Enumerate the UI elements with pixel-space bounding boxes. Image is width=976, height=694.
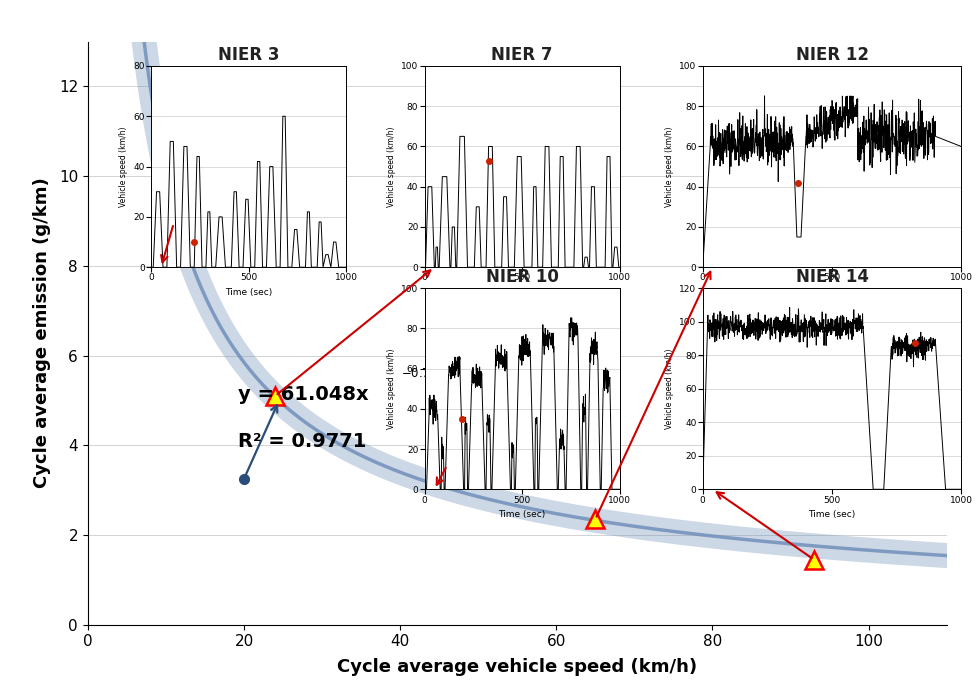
Y-axis label: Vehicle speed (km/h): Vehicle speed (km/h) — [386, 348, 395, 429]
Y-axis label: Cycle average emission (g/km): Cycle average emission (g/km) — [32, 178, 51, 489]
Text: $^{-0.783}$: $^{-0.783}$ — [401, 369, 445, 387]
Y-axis label: Vehicle speed (km/h): Vehicle speed (km/h) — [386, 126, 395, 207]
X-axis label: Time (sec): Time (sec) — [808, 288, 856, 297]
Title: NIER 14: NIER 14 — [795, 269, 869, 287]
Title: NIER 10: NIER 10 — [486, 269, 558, 287]
Y-axis label: Vehicle speed (km/h): Vehicle speed (km/h) — [665, 126, 673, 207]
Text: y = 61.048x: y = 61.048x — [238, 385, 369, 404]
X-axis label: Time (sec): Time (sec) — [499, 510, 546, 519]
Y-axis label: Vehicle speed (km/h): Vehicle speed (km/h) — [119, 126, 128, 207]
X-axis label: Time (sec): Time (sec) — [225, 288, 272, 297]
X-axis label: Time (sec): Time (sec) — [808, 510, 856, 519]
Title: NIER 3: NIER 3 — [218, 46, 280, 65]
X-axis label: Time (sec): Time (sec) — [499, 288, 546, 297]
Title: NIER 7: NIER 7 — [491, 46, 553, 65]
Text: R² = 0.9771: R² = 0.9771 — [238, 432, 367, 451]
Title: NIER 12: NIER 12 — [795, 46, 869, 65]
X-axis label: Cycle average vehicle speed (km/h): Cycle average vehicle speed (km/h) — [338, 658, 697, 676]
Y-axis label: Vehicle speed (km/h): Vehicle speed (km/h) — [665, 348, 673, 429]
